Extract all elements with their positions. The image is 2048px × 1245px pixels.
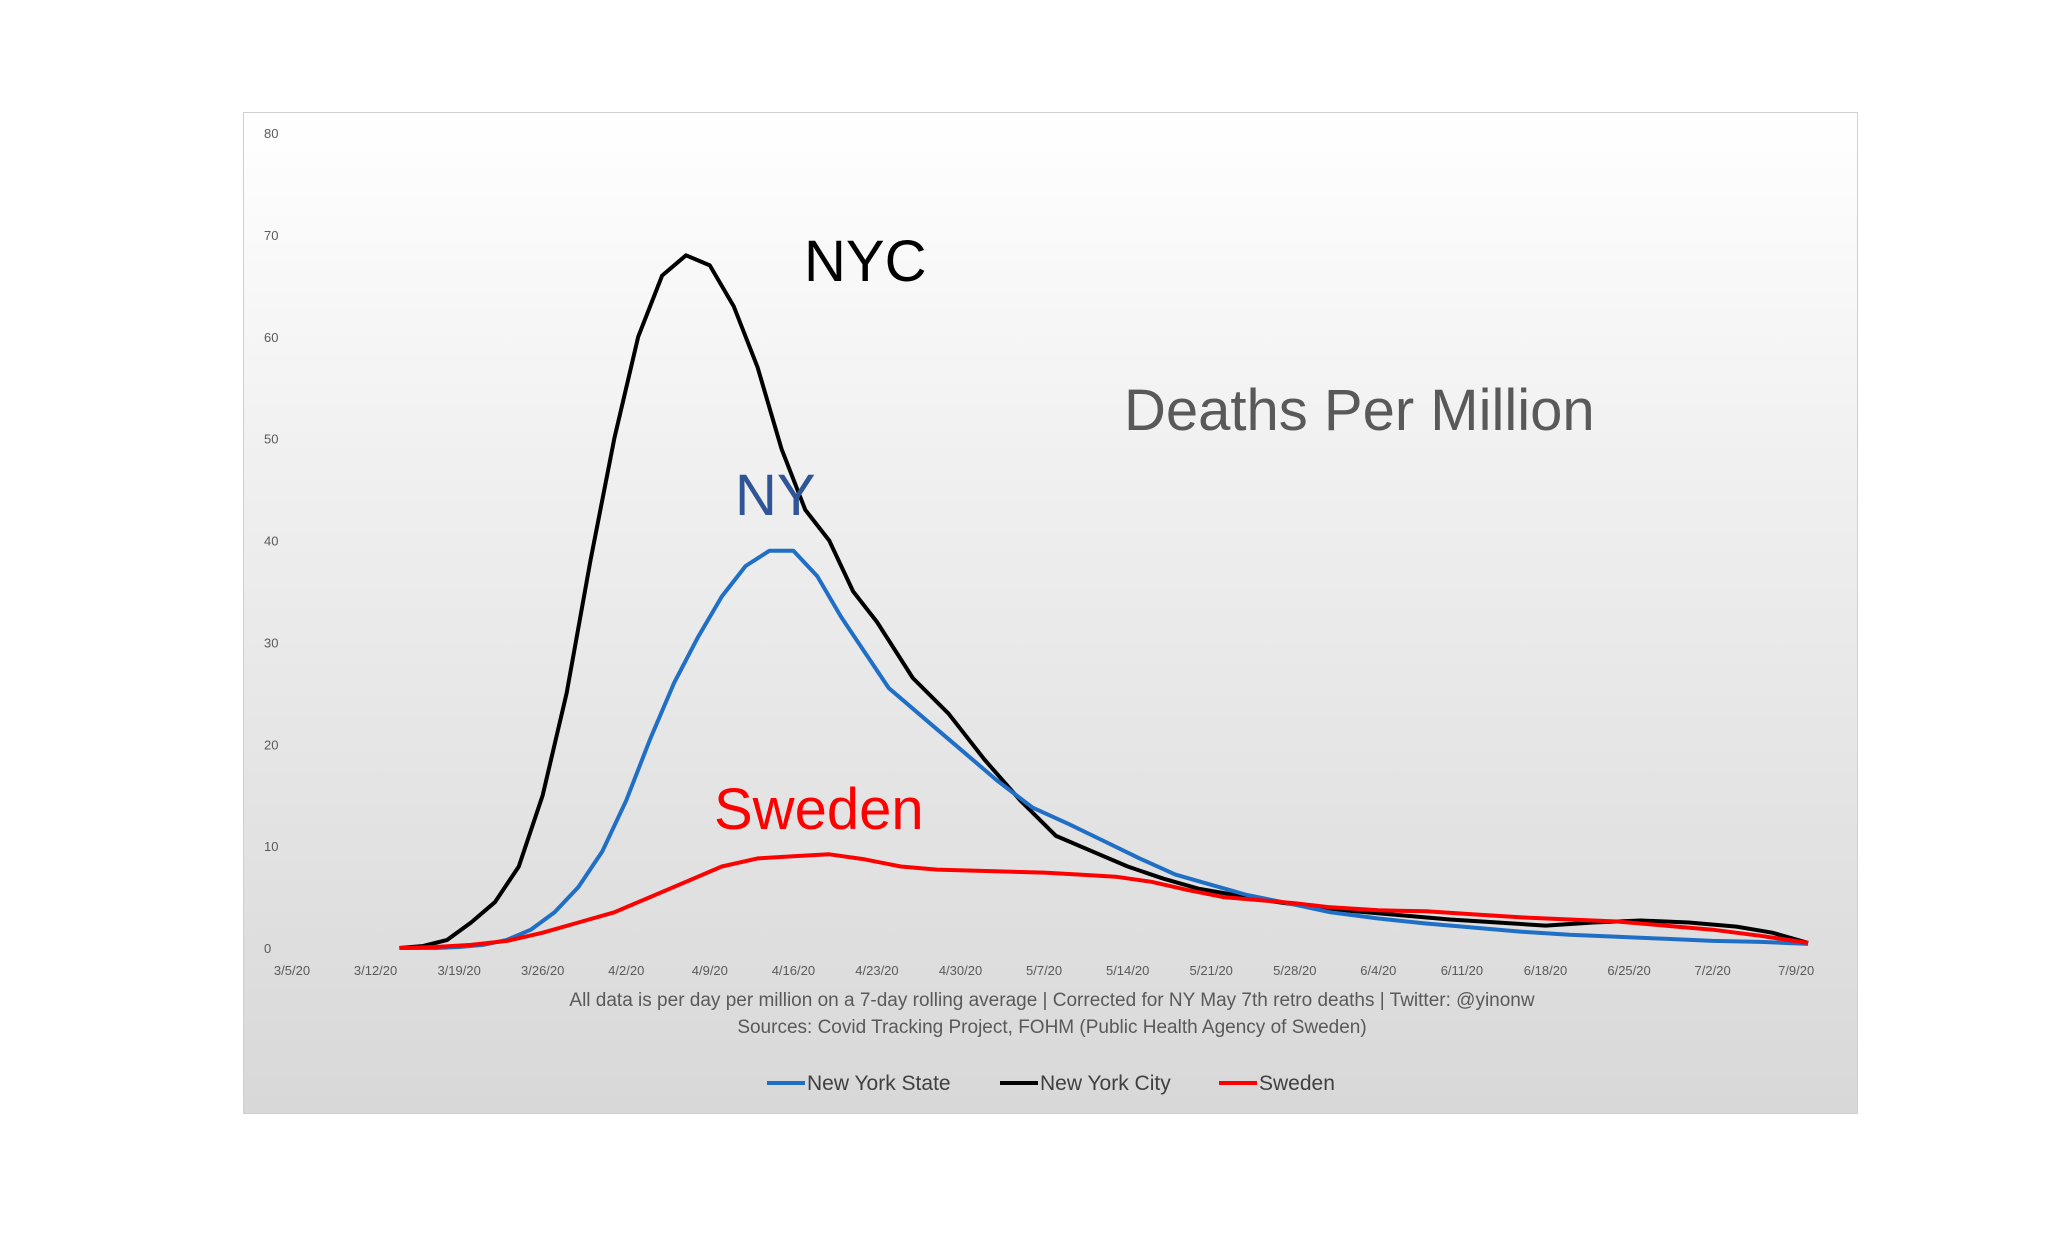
annotation-nyc: NYC: [804, 229, 926, 294]
series-line-new-york-city: [399, 253, 1809, 950]
chart-title: Deaths Per Million: [1124, 378, 1595, 443]
x-tick-label: 6/11/20: [1441, 963, 1483, 978]
y-tick-label: 40: [264, 534, 278, 549]
x-tick-label: 3/19/20: [437, 963, 480, 978]
chart-panel: 0 10 20 30 40 50 60 70 80 3/5/20 3/12/20 3/19/20 3/…: [243, 112, 1858, 1114]
legend-label-new-york-state: New York State: [807, 1072, 951, 1095]
x-tick-label: 5/21/20: [1190, 963, 1233, 978]
x-tick-label: 4/9/20: [692, 963, 728, 978]
legend-label-sweden: Sweden: [1259, 1072, 1335, 1095]
y-tick-label: 70: [264, 228, 278, 243]
x-tick-label: 3/5/20: [274, 963, 310, 978]
x-tick-label: 3/26/20: [521, 963, 564, 978]
y-tick-label: 0: [264, 941, 271, 956]
x-tick-label: 5/14/20: [1106, 963, 1149, 978]
x-tick-label: 7/9/20: [1778, 963, 1814, 978]
plot-lines: [399, 253, 1809, 950]
x-axis-ticks: 3/5/20 3/12/20 3/19/20 3/26/20 4/2/20 4/9/20 4…: [274, 963, 1814, 978]
y-tick-label: 20: [264, 737, 278, 752]
x-tick-label: 7/2/20: [1695, 963, 1731, 978]
x-tick-label: 6/4/20: [1360, 963, 1396, 978]
y-tick-label: 80: [264, 126, 278, 141]
x-tick-label: 5/7/20: [1026, 963, 1062, 978]
x-tick-label: 3/12/20: [354, 963, 397, 978]
legend: New York State New York City Sweden: [767, 1072, 1335, 1095]
x-tick-label: 4/16/20: [772, 963, 815, 978]
annotation-sweden: Sweden: [714, 777, 924, 842]
x-tick-label: 6/18/20: [1524, 963, 1567, 978]
series-line-new-york-state: [399, 548, 1809, 950]
x-tick-label: 5/28/20: [1273, 963, 1316, 978]
caption-line-2: Sources: Covid Tracking Project, FOHM (P…: [737, 1017, 1366, 1038]
y-tick-label: 60: [264, 330, 278, 345]
x-tick-label: 4/2/20: [608, 963, 644, 978]
annotation-ny: NY: [735, 463, 816, 528]
y-axis-ticks: 0 10 20 30 40 50 60 70 80: [264, 126, 278, 956]
caption-line-1: All data is per day per million on a 7-d…: [569, 990, 1534, 1011]
x-tick-label: 4/23/20: [855, 963, 898, 978]
x-tick-label: 4/30/20: [939, 963, 982, 978]
y-tick-label: 50: [264, 432, 278, 447]
legend-label-new-york-city: New York City: [1040, 1072, 1171, 1095]
y-tick-label: 10: [264, 839, 278, 854]
y-tick-label: 30: [264, 635, 278, 650]
series-line-sweden: [399, 852, 1809, 950]
x-tick-label: 6/25/20: [1607, 963, 1650, 978]
